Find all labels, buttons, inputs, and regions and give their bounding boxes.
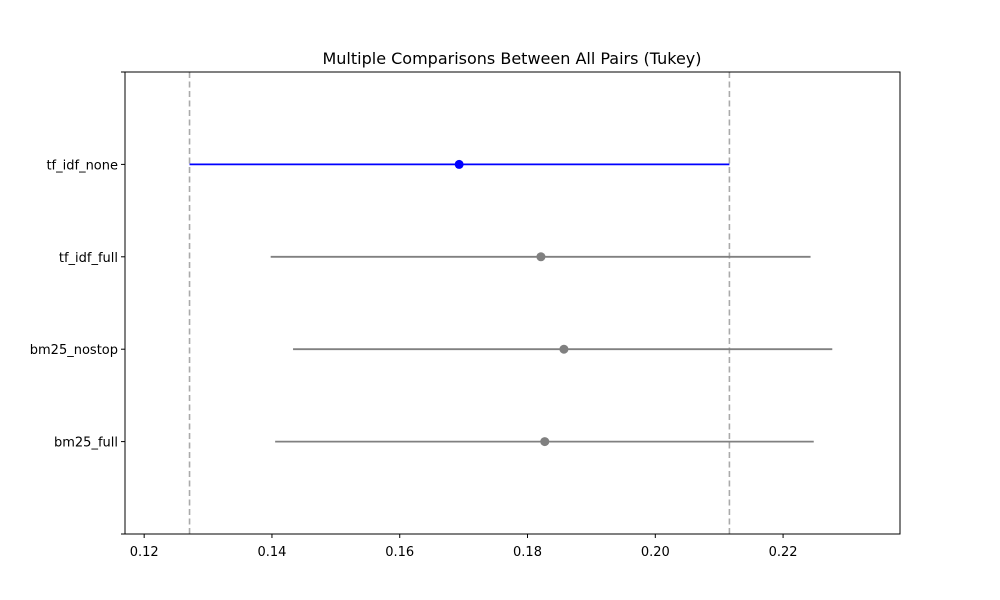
mean-point — [559, 344, 569, 354]
x-tick-label: 0.12 — [130, 545, 159, 560]
mean-point — [540, 437, 550, 447]
y-tick-label: tf_idf_none — [46, 158, 118, 173]
chart-title: Multiple Comparisons Between All Pairs (… — [322, 49, 701, 68]
interval-group — [189, 159, 833, 447]
y-tick-label: bm25_nostop — [30, 343, 118, 358]
y-tick-label: bm25_full — [54, 436, 118, 451]
y-axis: tf_idf_none tf_idf_full bm25_nostop bm25_fu… — [30, 71, 125, 535]
mean-point — [536, 252, 546, 262]
reference-lines — [188, 72, 731, 534]
mean-point — [454, 159, 464, 169]
y-tick-label: tf_idf_full — [59, 251, 118, 266]
x-tick-label: 0.22 — [769, 545, 798, 560]
x-axis: 0.12 0.14 0.16 0.18 0.20 0.22 — [130, 534, 798, 560]
x-tick-label: 0.16 — [385, 545, 414, 560]
x-tick-label: 0.20 — [641, 545, 670, 560]
x-tick-label: 0.18 — [513, 545, 542, 560]
x-tick-label: 0.14 — [257, 545, 286, 560]
plot-frame — [124, 71, 901, 535]
